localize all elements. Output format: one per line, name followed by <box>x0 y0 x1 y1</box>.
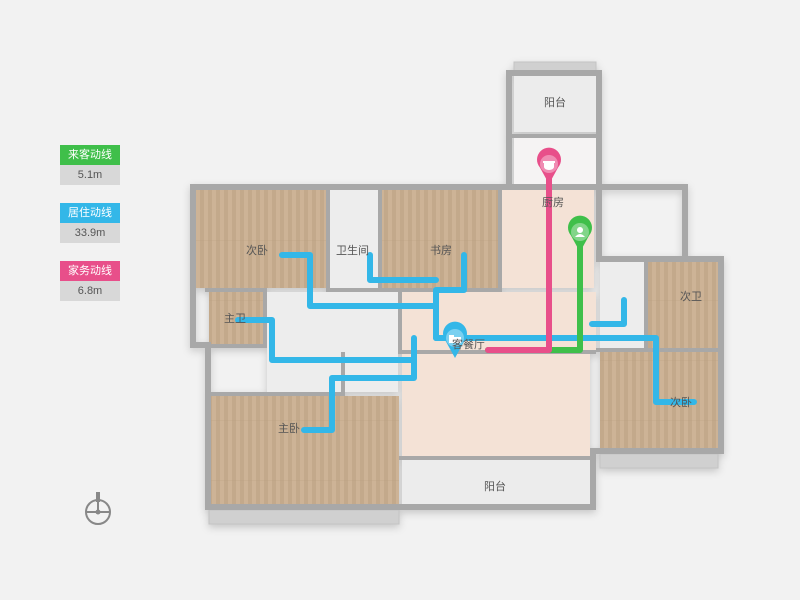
outer-wall <box>682 184 688 262</box>
room-label-study: 书房 <box>430 244 452 257</box>
outer-wall <box>596 256 724 262</box>
outer-wall <box>506 70 512 188</box>
room-floor <box>402 292 596 352</box>
inner-wall <box>326 288 502 292</box>
legend-item-guest: 来客动线 5.1m <box>60 145 120 185</box>
legend-item-resident: 居住动线 33.9m <box>60 203 120 243</box>
inner-wall <box>205 392 345 396</box>
room-floor <box>648 262 718 348</box>
outer-wall <box>190 342 205 348</box>
outer-wall <box>506 70 602 76</box>
outer-wall <box>205 504 595 510</box>
legend-item-housework: 家务动线 6.8m <box>60 261 120 301</box>
legend-label: 居住动线 <box>60 203 120 223</box>
compass-icon <box>78 488 118 533</box>
room-floor <box>402 354 590 456</box>
inner-wall <box>205 344 267 348</box>
inner-wall <box>398 292 402 352</box>
room-label-bedroom2: 次卧 <box>246 243 268 257</box>
legend-label: 家务动线 <box>60 261 120 281</box>
room-label-bath2: 次卫 <box>680 289 702 303</box>
room-label-bathroom1: 卫生间 <box>336 243 369 257</box>
room-label-balcony_top: 阳台 <box>544 95 566 109</box>
legend-label: 来客动线 <box>60 145 120 165</box>
outer-wall <box>718 256 724 454</box>
inner-wall <box>378 188 382 292</box>
outer-wall <box>190 184 508 190</box>
inner-wall <box>399 456 591 460</box>
room-floor <box>382 190 498 288</box>
room-label-balcony_bottom: 阳台 <box>484 479 506 493</box>
legend-value: 5.1m <box>60 165 120 185</box>
balcony-rail <box>209 510 399 524</box>
floorplan-canvas: 阳台厨房次卧卫生间书房主卫客餐厅次卫次卧主卧阳台 <box>0 0 800 600</box>
room-floor <box>196 190 326 288</box>
room-label-bath_master: 主卫 <box>224 312 246 325</box>
room-label-bedroom_master: 主卧 <box>278 422 300 435</box>
outer-wall <box>596 70 602 262</box>
room-floor <box>211 396 399 504</box>
inner-wall <box>498 188 502 292</box>
inner-wall <box>596 348 724 352</box>
room-label-living: 客餐厅 <box>452 337 485 351</box>
legend: 来客动线 5.1m 居住动线 33.9m 家务动线 6.8m <box>60 145 120 319</box>
inner-wall <box>326 188 330 292</box>
legend-value: 33.9m <box>60 223 120 243</box>
room-label-kitchen: 厨房 <box>542 196 564 209</box>
outer-wall <box>190 184 196 348</box>
legend-value: 6.8m <box>60 281 120 301</box>
inner-wall <box>205 288 265 292</box>
outer-wall <box>590 448 596 510</box>
inner-wall <box>512 134 602 138</box>
outer-wall <box>205 342 211 510</box>
balcony-rail <box>600 454 718 468</box>
outer-wall <box>590 448 724 454</box>
room-label-bedroom3: 次卧 <box>670 395 692 409</box>
